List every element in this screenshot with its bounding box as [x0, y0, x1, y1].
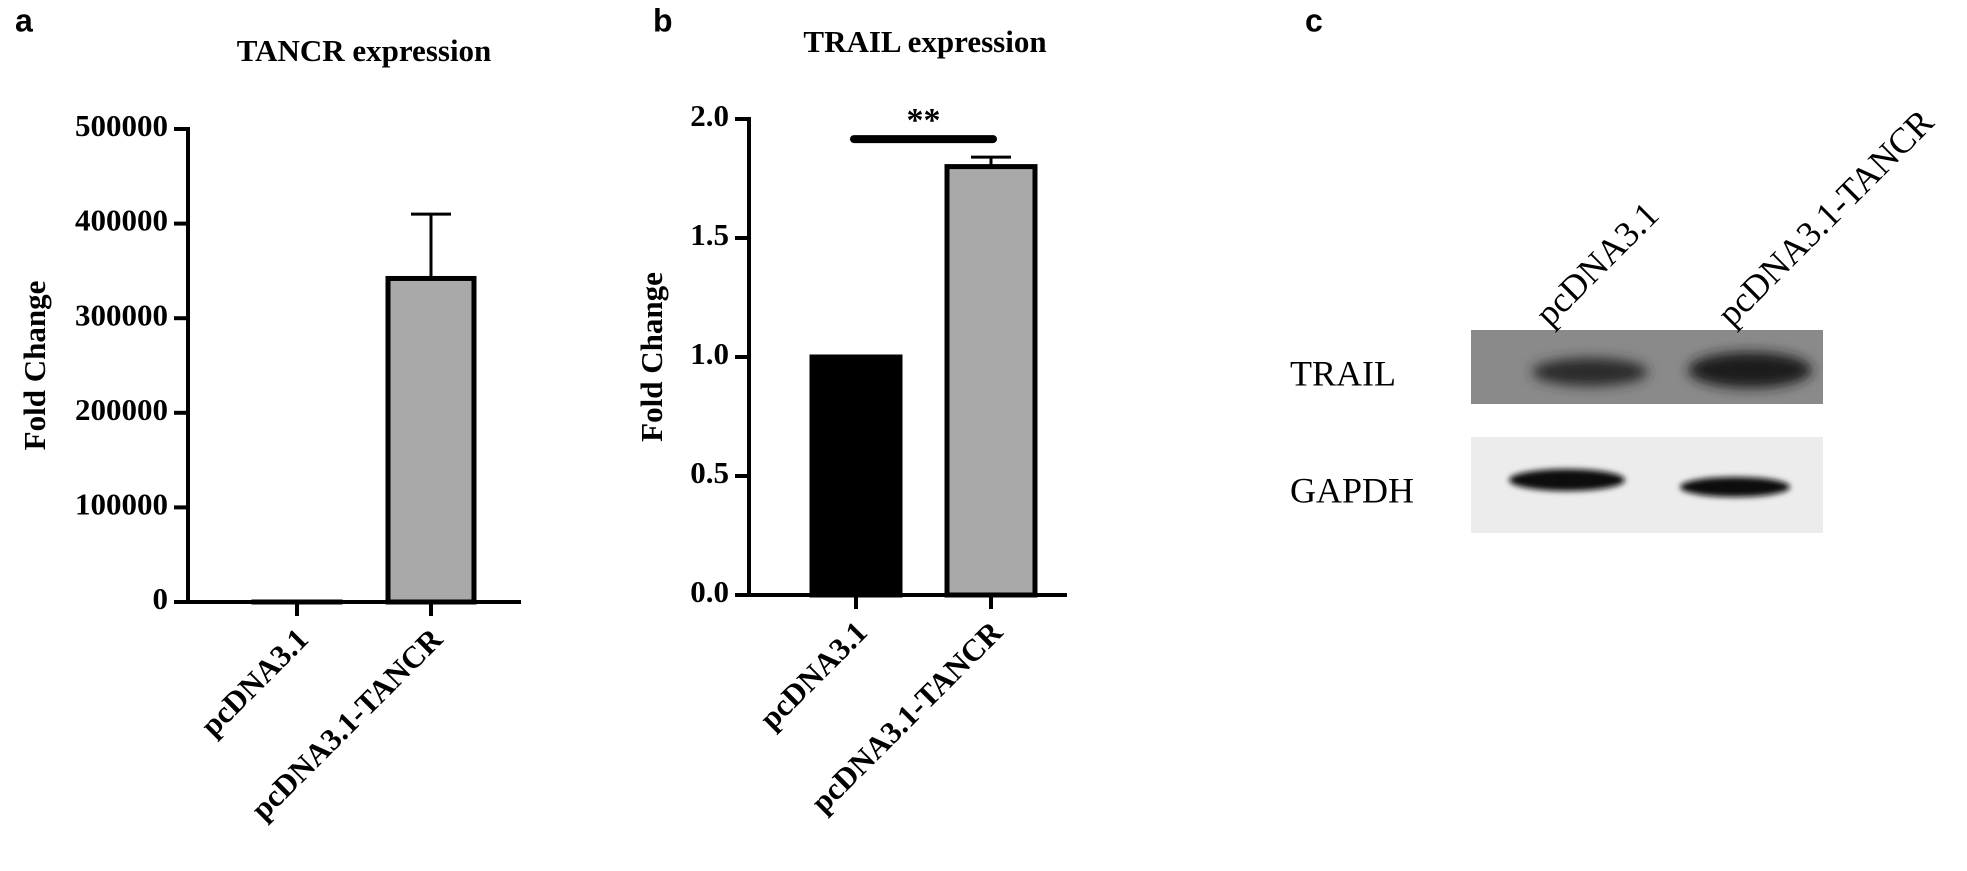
y-tick-label: 2.0 [690, 98, 729, 133]
blot-band [1509, 469, 1625, 491]
panel-label: c [1305, 2, 1323, 38]
y-tick-label: 200000 [75, 392, 168, 427]
blot-lane-label: pcDNA3.1 [1527, 194, 1666, 333]
y-tick-label: 300000 [75, 297, 168, 332]
error-bar [411, 212, 451, 279]
y-axis-label: Fold Change [17, 281, 52, 451]
blot-band [1680, 477, 1790, 497]
blot-band [1532, 358, 1648, 386]
blot-row-label: GAPDH [1290, 470, 1414, 510]
bar [385, 275, 477, 605]
y-tick-label: 0.5 [690, 455, 729, 490]
bar [944, 164, 1038, 598]
y-axis-label: Fold Change [634, 272, 669, 442]
y-tick-label: 400000 [75, 203, 168, 238]
blot-lane-label: pcDNA3.1-TANCR [1709, 102, 1941, 334]
y-tick-label: 500000 [75, 108, 168, 143]
y-tick-label: 1.5 [690, 217, 729, 252]
bar [809, 354, 903, 598]
y-tick-label: 100000 [75, 487, 168, 522]
significance-label: ** [907, 102, 941, 139]
y-tick-label: 0 [153, 581, 169, 616]
panel-label: b [653, 2, 673, 38]
y-tick-label: 1.0 [690, 336, 729, 371]
panel-label: a [15, 2, 33, 38]
x-tick-label: pcDNA3.1 [193, 621, 315, 743]
error-bar [971, 155, 1011, 167]
chart-title: TANCR expression [237, 33, 492, 68]
blot-band [1688, 352, 1812, 388]
x-tick-label: pcDNA3.1 [752, 614, 874, 736]
chart-title: TRAIL expression [803, 24, 1046, 59]
blot-row-label: TRAIL [1290, 353, 1396, 393]
y-tick-label: 0.0 [690, 574, 729, 609]
